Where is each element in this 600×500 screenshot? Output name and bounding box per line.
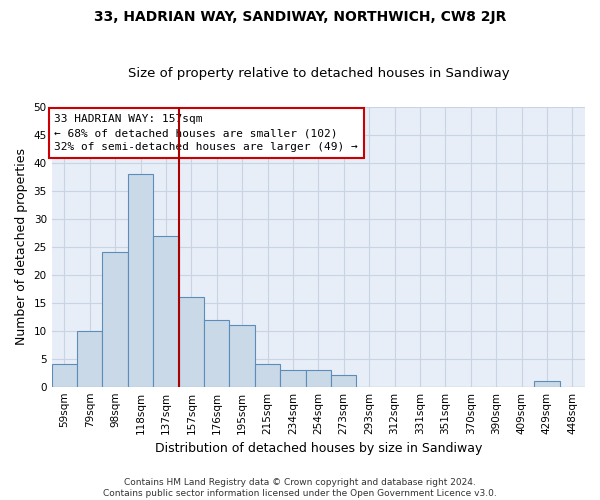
Y-axis label: Number of detached properties: Number of detached properties (15, 148, 28, 346)
Bar (103, 252, 128, 386)
Text: 33 HADRIAN WAY: 157sqm
← 68% of detached houses are smaller (102)
32% of semi-de: 33 HADRIAN WAY: 157sqm ← 68% of detached… (55, 114, 358, 152)
X-axis label: Distribution of detached houses by size in Sandiway: Distribution of detached houses by size … (155, 442, 482, 455)
Bar (52, 364, 77, 386)
Bar (229, 325, 255, 386)
Bar (153, 236, 179, 386)
Bar (534, 381, 560, 386)
Text: Contains HM Land Registry data © Crown copyright and database right 2024.
Contai: Contains HM Land Registry data © Crown c… (103, 478, 497, 498)
Bar (77, 331, 103, 386)
Bar (128, 174, 153, 386)
Bar (204, 320, 229, 386)
Bar (331, 376, 356, 386)
Title: Size of property relative to detached houses in Sandiway: Size of property relative to detached ho… (128, 66, 509, 80)
Bar (179, 297, 204, 386)
Bar (280, 370, 305, 386)
Bar (305, 370, 331, 386)
Text: 33, HADRIAN WAY, SANDIWAY, NORTHWICH, CW8 2JR: 33, HADRIAN WAY, SANDIWAY, NORTHWICH, CW… (94, 10, 506, 24)
Bar (255, 364, 280, 386)
